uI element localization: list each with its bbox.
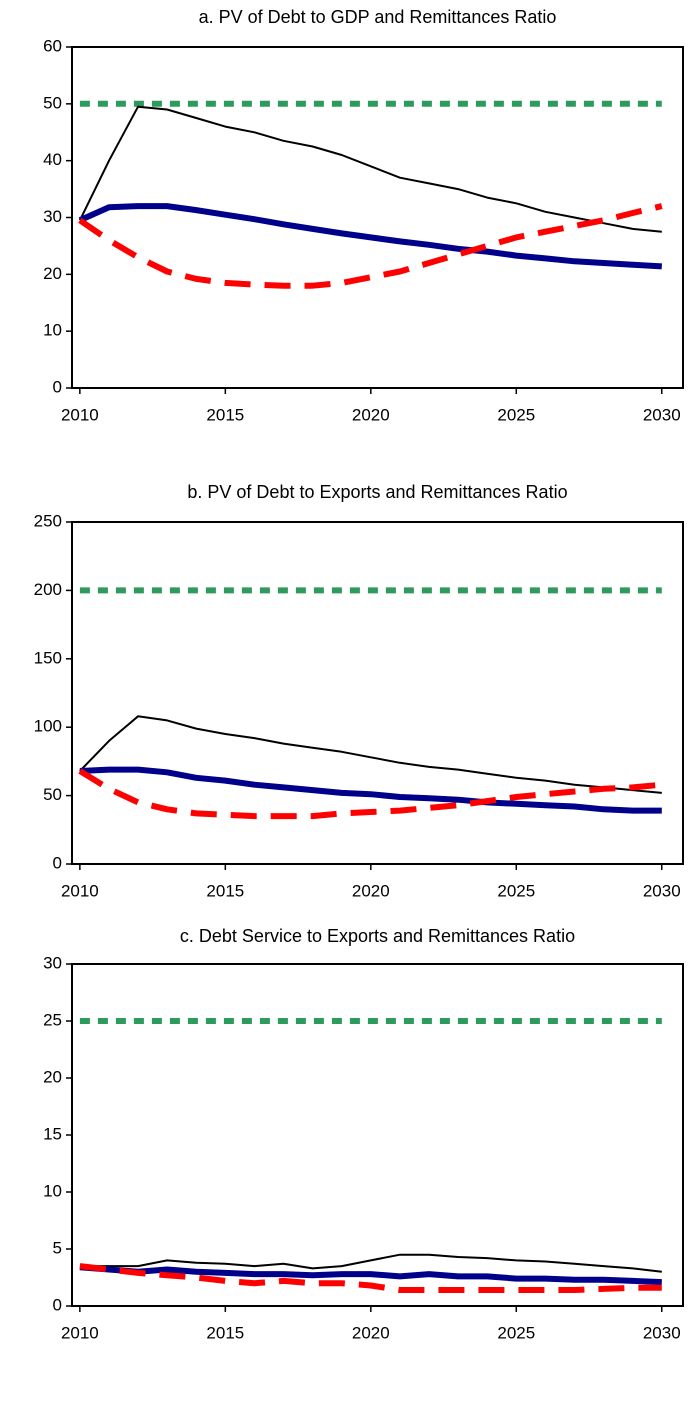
y-tick-label: 40 [43, 150, 62, 169]
chart-title: a. PV of Debt to GDP and Remittances Rat… [199, 7, 557, 27]
y-tick-label: 10 [43, 321, 62, 340]
x-tick-label: 2030 [643, 1323, 681, 1342]
x-tick-label: 2020 [352, 405, 390, 424]
y-tick-label: 20 [43, 1067, 62, 1086]
x-tick-label: 2010 [61, 881, 99, 900]
y-tick-label: 0 [53, 377, 62, 396]
y-tick-label: 25 [43, 1010, 62, 1029]
chart-title: c. Debt Service to Exports and Remittanc… [180, 926, 575, 946]
y-tick-label: 0 [53, 853, 62, 872]
series-line [79, 105, 662, 233]
plot-frame [71, 963, 684, 1307]
x-tick-label: 2025 [497, 881, 535, 900]
x-tick-label: 2015 [206, 1323, 244, 1342]
y-tick-label: 10 [43, 1181, 62, 1200]
y-tick-label: 250 [34, 511, 62, 530]
x-tick-label: 2010 [61, 405, 99, 424]
x-tick-label: 2015 [206, 881, 244, 900]
y-tick-label: 30 [43, 207, 62, 226]
series-line [78, 768, 663, 820]
x-tick-label: 2010 [61, 1323, 99, 1342]
x-tick-label: 2015 [206, 405, 244, 424]
series-line [79, 715, 662, 794]
y-tick-label: 100 [34, 717, 62, 736]
y-tick-label: 15 [43, 1124, 62, 1143]
x-tick-label: 2025 [497, 1323, 535, 1342]
series-line [79, 766, 662, 814]
x-tick-label: 2025 [497, 405, 535, 424]
y-tick-label: 50 [43, 93, 62, 112]
x-tick-label: 2030 [643, 881, 681, 900]
x-tick-label: 2020 [352, 881, 390, 900]
plot-frame [71, 46, 684, 389]
y-tick-label: 50 [43, 785, 62, 804]
y-tick-label: 200 [34, 580, 62, 599]
series-line [79, 1253, 662, 1273]
plot-frame [71, 521, 684, 865]
series-line [79, 1263, 662, 1293]
x-tick-label: 2020 [352, 1323, 390, 1342]
x-tick-label: 2030 [643, 405, 681, 424]
y-tick-label: 60 [43, 36, 62, 55]
chart-title: b. PV of Debt to Exports and Remittances… [187, 482, 567, 502]
series-line [79, 1264, 662, 1286]
y-tick-label: 150 [34, 648, 62, 667]
y-tick-label: 5 [53, 1238, 62, 1257]
y-tick-label: 30 [43, 953, 62, 972]
y-tick-label: 20 [43, 264, 62, 283]
series-line [78, 203, 662, 270]
y-tick-label: 0 [53, 1295, 62, 1314]
